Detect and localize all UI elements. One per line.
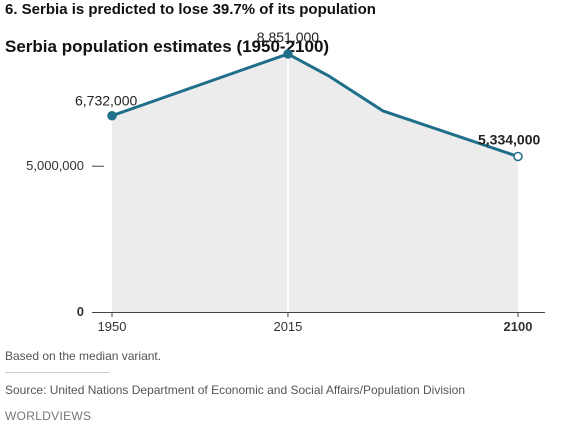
divider (5, 372, 110, 373)
data-point-label: 8,851,000 (257, 29, 319, 45)
data-point-marker (283, 49, 293, 59)
brand-label: WORLDVIEWS (5, 409, 92, 423)
data-point-marker (107, 110, 117, 121)
footnote: Based on the median variant. (5, 349, 162, 363)
data-point-label: 6,732,000 (75, 93, 137, 109)
data-point-label: 5,334,000 (478, 131, 540, 147)
series-line (111, 52, 519, 158)
x-tick-label: 2015 (273, 319, 302, 334)
population-area-chart: 0 5,000,000 1950 2015 2100 6,732,000 8,851,000… (26, 29, 545, 334)
source-note: Source: United Nations Department of Eco… (5, 383, 466, 397)
series-area (112, 53, 518, 313)
y-tick-label: 0 (77, 304, 84, 319)
headline: 6. Serbia is predicted to lose 39.7% of … (5, 1, 376, 18)
chart-title: Serbia population estimates (1950-2100) (5, 37, 330, 56)
y-tick-label: 5,000,000 (26, 158, 84, 173)
x-tick-label: 1950 (98, 319, 127, 334)
x-tick-label: 2100 (504, 319, 533, 334)
data-point-marker (513, 151, 523, 162)
